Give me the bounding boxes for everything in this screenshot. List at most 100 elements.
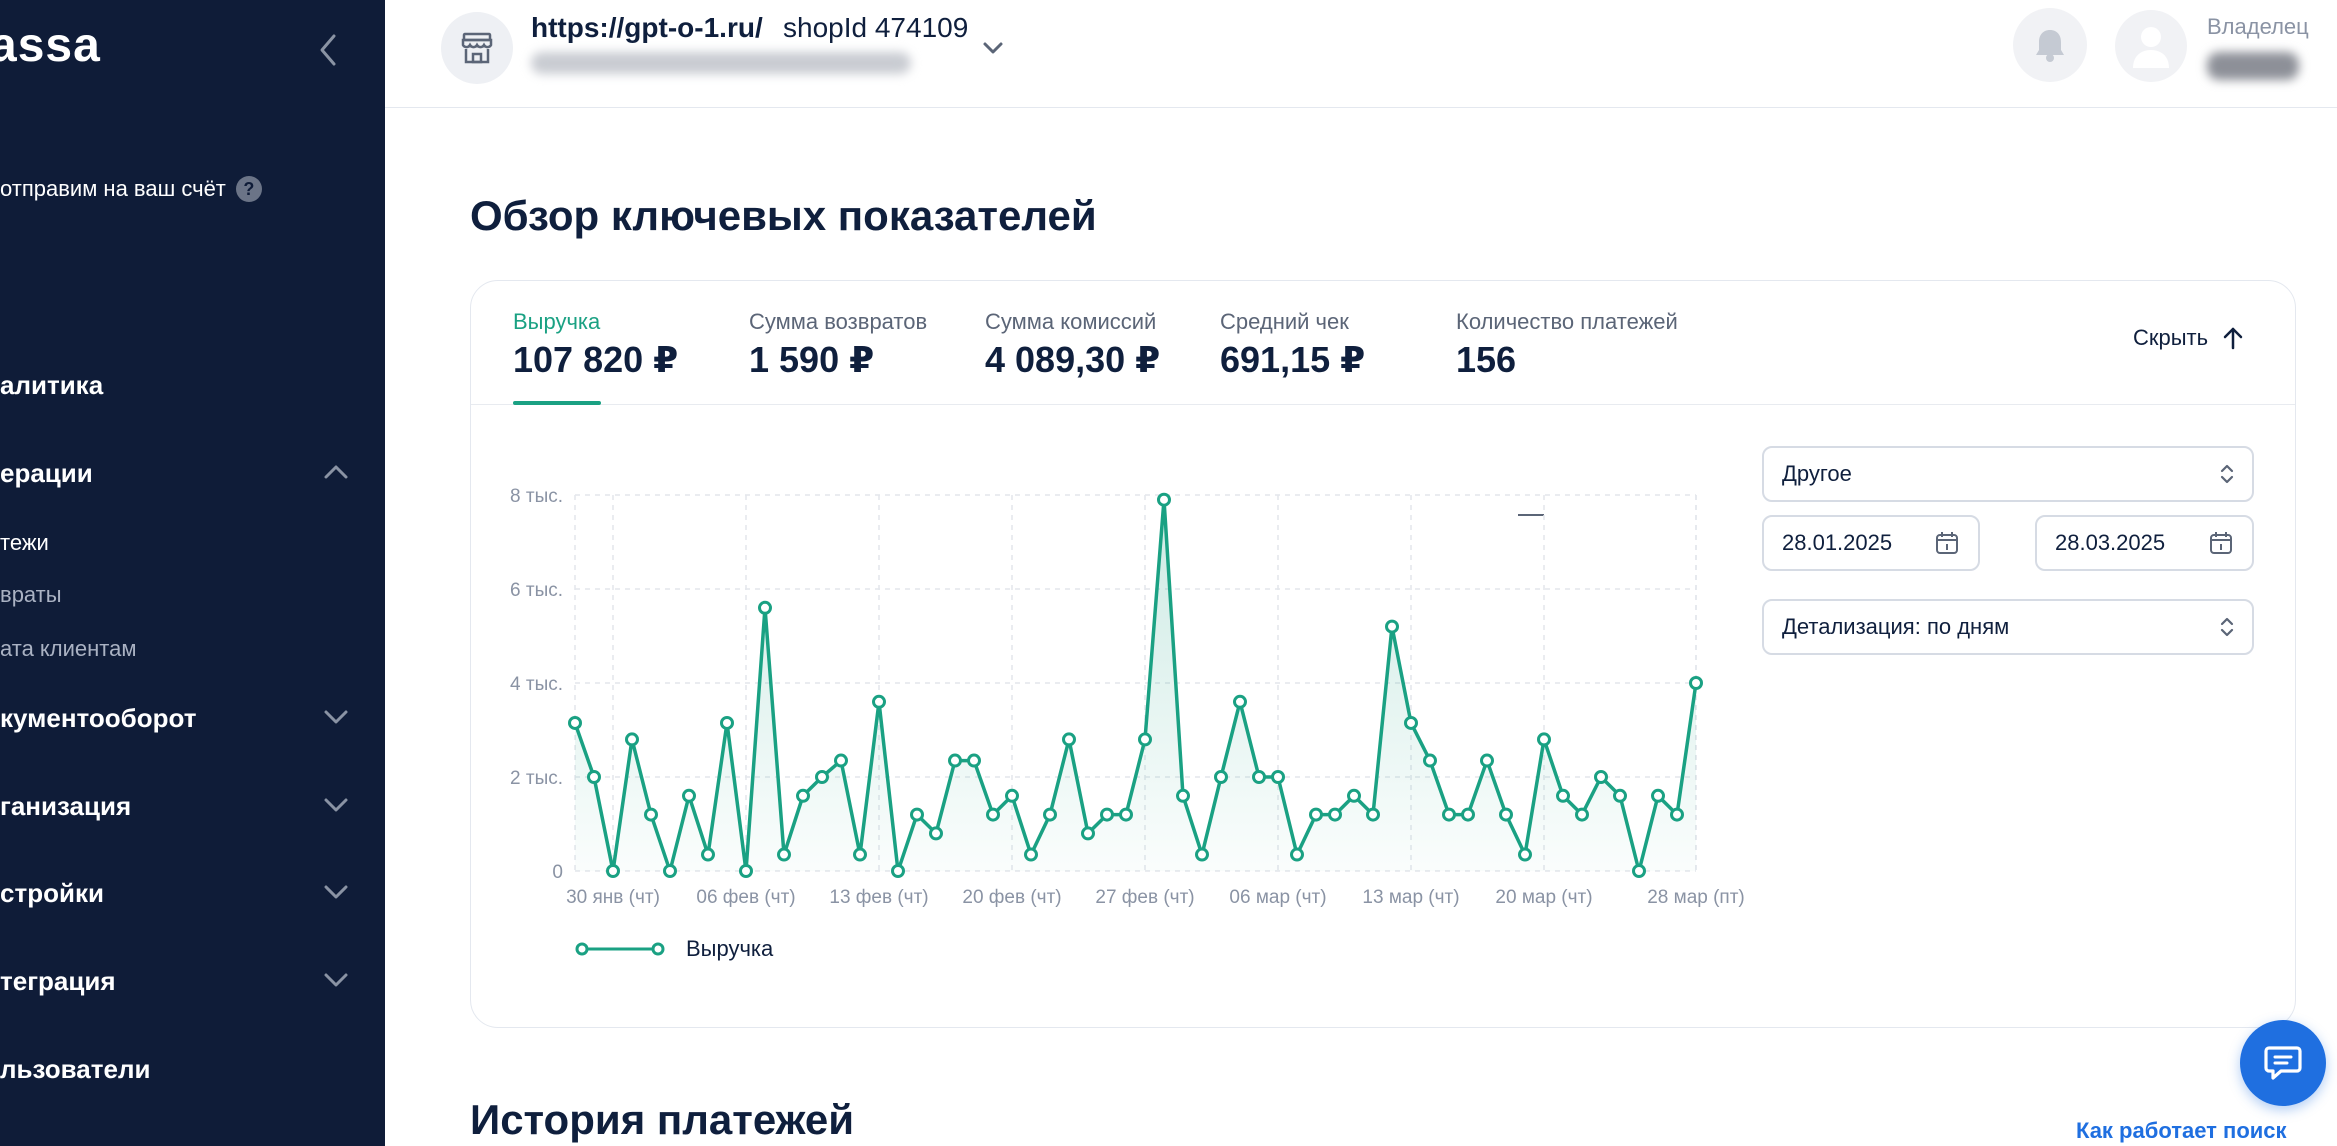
chevron-up-icon xyxy=(324,465,348,479)
data-point xyxy=(1347,788,1361,803)
user-name-redacted xyxy=(2207,52,2299,80)
sidebar-item-integration[interactable]: теграция xyxy=(0,966,385,997)
calendar-icon[interactable] xyxy=(2208,530,2234,556)
active-tab-indicator xyxy=(513,401,601,405)
updown-chevron-icon xyxy=(2220,464,2234,484)
hide-button[interactable]: Скрыть xyxy=(2133,325,2244,351)
chevron-down-icon xyxy=(324,885,348,899)
tab-average-check[interactable]: Средний чек 691,15 ₽ xyxy=(1220,309,1365,381)
legend-line-marker xyxy=(575,942,665,956)
data-point xyxy=(1309,807,1323,822)
calendar-icon[interactable] xyxy=(1934,530,1960,556)
tab-value: 4 089,30 ₽ xyxy=(985,339,1161,380)
data-point xyxy=(758,600,772,615)
data-point xyxy=(1594,770,1608,784)
tab-commissions[interactable]: Сумма комиссий 4 089,30 ₽ xyxy=(985,309,1160,381)
tab-label: Средний чек xyxy=(1220,309,1349,334)
sidebar-subitem-refunds[interactable]: враты xyxy=(0,582,62,607)
shop-name-redacted xyxy=(531,52,911,74)
data-point xyxy=(606,864,620,878)
data-point xyxy=(1214,770,1228,784)
data-point xyxy=(644,807,658,822)
sidebar-item-organization[interactable]: ганизация xyxy=(0,791,385,822)
data-point xyxy=(587,770,601,784)
page-title: Обзор ключевых показателей xyxy=(470,192,1097,239)
detail-select[interactable]: Детализация: по дням xyxy=(1762,599,2254,655)
sidebar-subitem-payouts[interactable]: ата клиентам xyxy=(0,636,137,661)
notifications-button[interactable] xyxy=(2013,8,2087,82)
data-point xyxy=(1404,715,1418,730)
shop-switch-chevron-icon[interactable] xyxy=(981,36,1005,60)
data-point xyxy=(625,732,639,747)
sidebar-item-label: ерации xyxy=(0,458,93,488)
shop-url: https://gpt-o-1.ru/ xyxy=(531,12,763,43)
sidebar-item-users[interactable]: льзователи xyxy=(0,1054,385,1085)
sidebar-subitem-payments[interactable]: тежи xyxy=(0,530,49,555)
x-tick-label: 06 мар (чт) xyxy=(1229,887,1326,908)
data-point xyxy=(1423,753,1437,768)
chevron-down-icon xyxy=(324,973,348,987)
tab-revenue[interactable]: Выручка 107 820 ₽ xyxy=(513,309,678,381)
period-select[interactable]: Другое xyxy=(1762,446,2254,502)
arrow-up-icon xyxy=(2223,327,2243,350)
sidebar-item-label: льзователи xyxy=(0,1054,151,1084)
sidebar-note-text: отправим на ваш счёт xyxy=(0,176,226,201)
data-point xyxy=(872,694,886,709)
data-point xyxy=(1689,676,1703,690)
shop-id: shopId 474109 xyxy=(783,12,969,43)
series-area-revenue xyxy=(575,499,1696,871)
data-point xyxy=(948,753,962,768)
x-tick-label: 06 фев (чт) xyxy=(696,887,795,908)
tab-label: Сумма комиссий xyxy=(985,309,1157,334)
data-point xyxy=(1328,807,1342,822)
store-icon xyxy=(461,32,493,64)
sidebar-item-operations[interactable]: ерации xyxy=(0,458,385,489)
data-point xyxy=(891,864,905,878)
x-tick-label: 13 фев (чт) xyxy=(829,887,928,908)
data-point xyxy=(701,847,715,862)
help-icon[interactable]: ? xyxy=(235,176,262,202)
data-point xyxy=(853,847,867,862)
tab-value: 107 820 ₽ xyxy=(513,339,679,380)
tab-label: Выручка xyxy=(513,309,601,334)
chevron-down-icon xyxy=(324,798,348,812)
tab-value: 156 xyxy=(1456,339,1517,380)
sidebar-item-analytics[interactable]: алитика xyxy=(0,370,385,401)
date-from-input[interactable]: 28.01.2025 xyxy=(1762,515,1980,571)
hide-button-label: Скрыть xyxy=(2133,325,2209,350)
x-tick-label: 20 мар (чт) xyxy=(1495,887,1592,908)
sidebar-item-documents[interactable]: кументооборот xyxy=(0,703,385,734)
data-point xyxy=(1651,788,1665,803)
data-point xyxy=(1138,732,1152,747)
tab-label: Сумма возвратов xyxy=(749,309,928,334)
legend-label: Выручка xyxy=(686,936,774,961)
tab-payments-count[interactable]: Количество платежей 156 xyxy=(1456,309,1678,381)
x-tick-label: 28 мар (пт) xyxy=(1647,887,1745,908)
sidebar-item-label: ганизация xyxy=(0,791,132,821)
data-point xyxy=(663,864,677,878)
search-help-link[interactable]: Как работает поиск xyxy=(2076,1118,2287,1143)
user-role: Владелец xyxy=(2207,14,2309,39)
user-avatar[interactable] xyxy=(2115,10,2187,82)
shop-avatar[interactable] xyxy=(441,12,513,84)
x-tick-label: 20 фев (чт) xyxy=(962,887,1061,908)
bell-icon xyxy=(2036,30,2064,62)
sidebar: assa отправим на ваш счёт ? алитика ерац… xyxy=(0,0,385,1146)
chevron-down-icon xyxy=(324,710,348,724)
chat-button[interactable] xyxy=(2240,1020,2326,1106)
data-point xyxy=(1556,788,1570,803)
sidebar-item-settings[interactable]: стройки xyxy=(0,878,385,909)
data-point xyxy=(777,847,791,862)
revenue-chart: 0 2 тыс. 4 тыс. 6 тыс. 8 тыс. 30 янв (чт) 06 ф… xyxy=(510,486,1745,908)
data-point xyxy=(967,753,981,768)
date-to-input[interactable]: 28.03.2025 xyxy=(2035,515,2254,571)
tab-refunds[interactable]: Сумма возвратов 1 590 ₽ xyxy=(749,309,927,381)
data-point xyxy=(1575,807,1589,822)
collapse-sidebar-icon[interactable] xyxy=(316,30,340,70)
tab-value: 1 590 ₽ xyxy=(749,339,875,380)
sidebar-item-label: теграция xyxy=(0,966,116,996)
series-line-revenue xyxy=(573,497,1698,873)
data-point xyxy=(1442,807,1456,822)
x-tick-label: 13 мар (чт) xyxy=(1362,887,1459,908)
y-tick-label: 8 тыс. xyxy=(510,486,563,507)
